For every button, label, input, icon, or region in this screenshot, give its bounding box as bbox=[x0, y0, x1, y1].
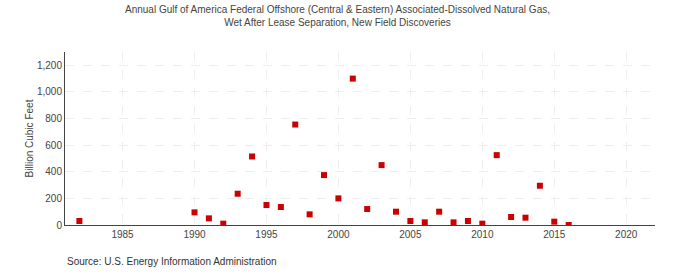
svg-text:400: 400 bbox=[45, 166, 62, 177]
svg-text:2005: 2005 bbox=[399, 229, 422, 240]
svg-text:Billion Cubic Feet: Billion Cubic Feet bbox=[24, 99, 35, 177]
svg-text:1,000: 1,000 bbox=[37, 86, 62, 97]
svg-text:1985: 1985 bbox=[111, 229, 134, 240]
svg-text:1995: 1995 bbox=[255, 229, 278, 240]
svg-text:Source: U.S. Energy Informatio: Source: U.S. Energy Information Administ… bbox=[67, 256, 277, 267]
svg-text:2015: 2015 bbox=[543, 229, 566, 240]
svg-text:200: 200 bbox=[45, 193, 62, 204]
svg-text:2020: 2020 bbox=[615, 229, 638, 240]
svg-text:1,200: 1,200 bbox=[37, 60, 62, 71]
svg-text:600: 600 bbox=[45, 140, 62, 151]
svg-text:Annual Gulf of America Federal: Annual Gulf of America Federal Offshore … bbox=[125, 4, 550, 28]
svg-text:800: 800 bbox=[45, 113, 62, 124]
svg-text:0: 0 bbox=[56, 220, 62, 231]
svg-text:2000: 2000 bbox=[327, 229, 350, 240]
svg-text:2010: 2010 bbox=[471, 229, 494, 240]
svg-text:1990: 1990 bbox=[183, 229, 206, 240]
